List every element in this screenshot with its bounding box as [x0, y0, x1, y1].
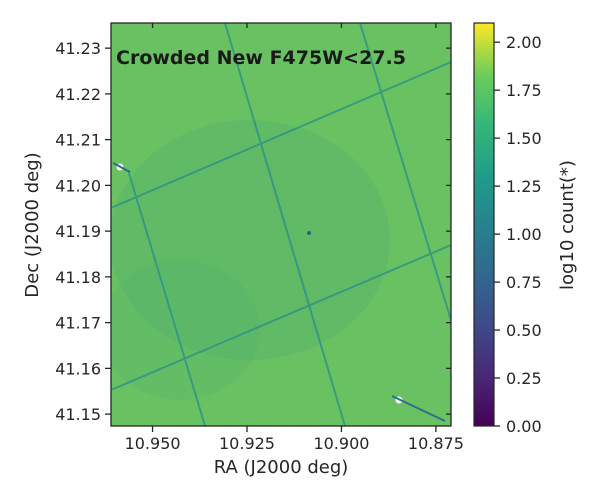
star-spike [391, 395, 446, 422]
x-ticks: 10.950 10.925 10.900 10.875 [125, 23, 464, 453]
y-tick-label: 41.16 [55, 359, 101, 378]
x-tick-label: 10.875 [408, 434, 464, 453]
colorbar-tick-label: 1.00 [506, 225, 542, 244]
plot-frame [110, 22, 452, 427]
star-spike [112, 162, 131, 173]
heatmap [111, 23, 451, 426]
x-tick-label: 10.900 [313, 434, 369, 453]
x-tick-label: 10.925 [219, 434, 275, 453]
colorbar-ticks: 0.00 0.25 0.50 0.75 1.00 1.25 1.50 1.75 2.00 [494, 33, 542, 436]
colorbar-tick-label: 1.75 [506, 81, 542, 100]
y-tick-label: 41.19 [55, 222, 101, 241]
colorbar-tick-label: 0.00 [506, 417, 542, 436]
y-axis-label: Dec (J2000 deg) [22, 152, 43, 297]
colorbar-tick-label: 1.50 [506, 129, 542, 148]
chip-gap-line [359, 23, 451, 321]
y-tick-label: 41.20 [55, 176, 101, 195]
chip-gap-lines [111, 23, 451, 426]
y-tick-label: 41.22 [55, 85, 101, 104]
colorbar-label: log10 count(*) [557, 160, 578, 290]
colorbar-tick-label: 2.00 [506, 33, 542, 52]
bright-stars [112, 162, 446, 422]
colorbar [473, 22, 495, 427]
chip-gap-line [127, 169, 206, 426]
colorbar-tick-label: 0.75 [506, 273, 542, 292]
chip-gap-line [111, 244, 451, 391]
y-tick-label: 41.17 [55, 314, 101, 333]
colorbar-tick-label: 0.25 [506, 369, 542, 388]
colorbar-tick-label: 1.25 [506, 177, 542, 196]
x-tick-label: 10.950 [125, 434, 181, 453]
heatmap-noise [111, 23, 451, 426]
colorbar-tick-label: 0.50 [506, 321, 542, 340]
star-dot [307, 231, 311, 235]
y-tick-label: 41.15 [55, 405, 101, 424]
y-tick-label: 41.18 [55, 268, 101, 287]
chip-gap-line [224, 23, 346, 426]
x-axis-label: RA (J2000 deg) [214, 457, 349, 478]
y-ticks: 41.15 41.16 41.17 41.18 41.19 41.20 41.21 41.22… [55, 39, 451, 424]
y-tick-label: 41.23 [55, 39, 101, 58]
y-tick-label: 41.21 [55, 131, 101, 150]
chip-gap-line [111, 61, 451, 209]
chart-title: Crowded New F475W<27.5 [116, 47, 406, 69]
